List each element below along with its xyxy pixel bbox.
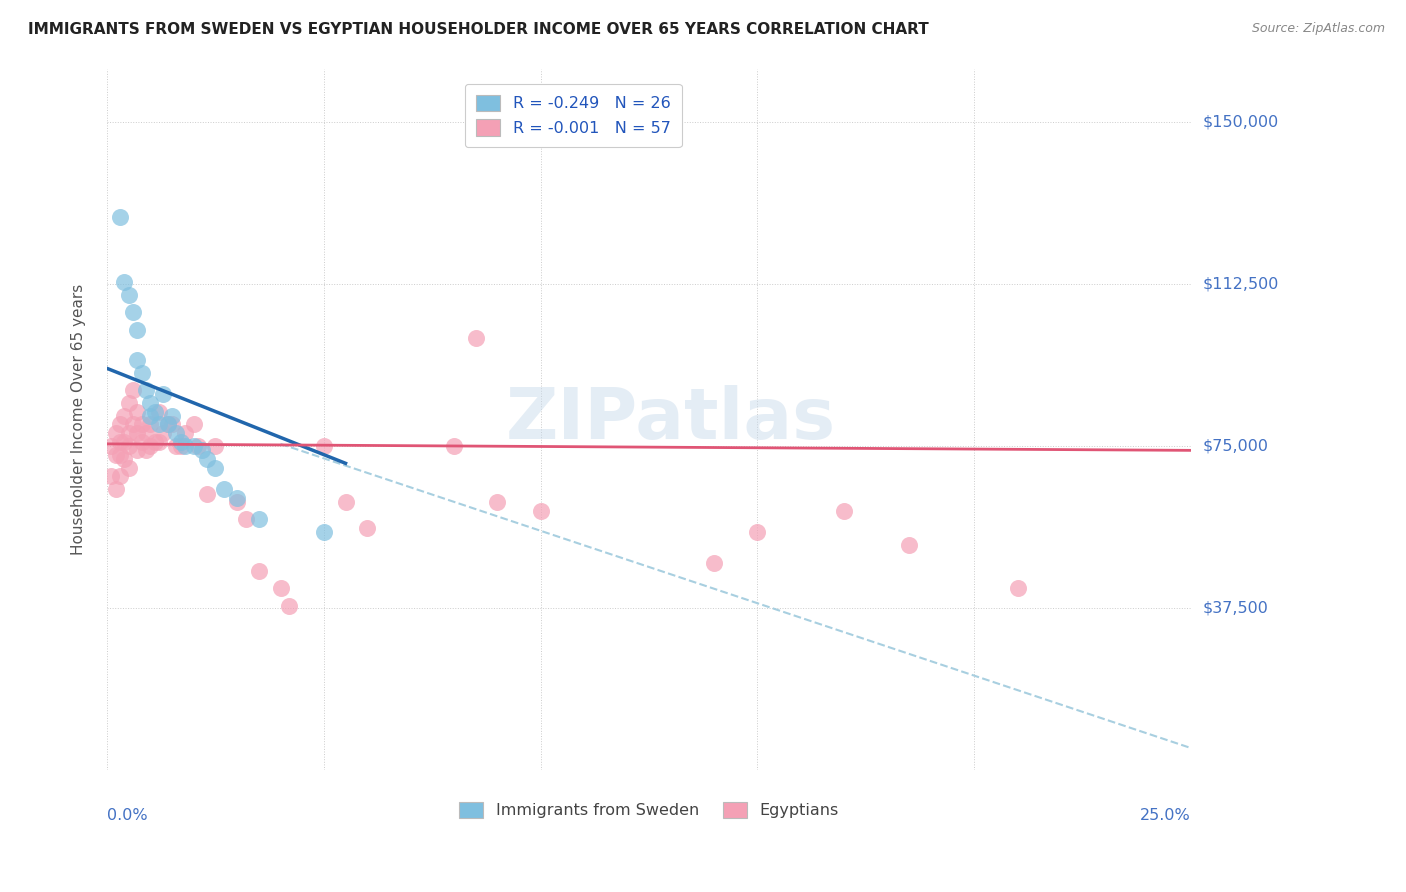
Point	[118, 396, 141, 410]
Point	[183, 439, 205, 453]
Point	[212, 482, 235, 496]
Point	[122, 417, 145, 432]
Point	[486, 495, 509, 509]
Point	[443, 439, 465, 453]
Point	[118, 426, 141, 441]
Point	[131, 434, 153, 449]
Point	[148, 417, 170, 432]
Point	[112, 452, 135, 467]
Point	[112, 275, 135, 289]
Text: $37,500: $37,500	[1202, 600, 1268, 615]
Point	[112, 409, 135, 423]
Point	[160, 417, 183, 432]
Point	[195, 486, 218, 500]
Point	[464, 331, 486, 345]
Text: $150,000: $150,000	[1202, 115, 1278, 130]
Point	[135, 383, 157, 397]
Point	[174, 439, 197, 453]
Point	[195, 452, 218, 467]
Point	[108, 469, 131, 483]
Point	[170, 434, 193, 449]
Text: 0.0%: 0.0%	[107, 808, 148, 823]
Point	[356, 521, 378, 535]
Point	[204, 439, 226, 453]
Point	[156, 417, 179, 432]
Point	[152, 426, 174, 441]
Text: $112,500: $112,500	[1202, 277, 1278, 292]
Point	[530, 504, 553, 518]
Text: IMMIGRANTS FROM SWEDEN VS EGYPTIAN HOUSEHOLDER INCOME OVER 65 YEARS CORRELATION : IMMIGRANTS FROM SWEDEN VS EGYPTIAN HOUSE…	[28, 22, 929, 37]
Point	[127, 404, 149, 418]
Point	[104, 426, 127, 441]
Point	[148, 404, 170, 418]
Point	[832, 504, 855, 518]
Point	[160, 409, 183, 423]
Text: $75,000: $75,000	[1202, 439, 1268, 453]
Point	[122, 305, 145, 319]
Point	[270, 582, 292, 596]
Point	[139, 439, 162, 453]
Text: Source: ZipAtlas.com: Source: ZipAtlas.com	[1251, 22, 1385, 36]
Point	[143, 434, 166, 449]
Point	[108, 417, 131, 432]
Point	[204, 460, 226, 475]
Point	[100, 439, 122, 453]
Point	[183, 417, 205, 432]
Point	[118, 288, 141, 302]
Point	[703, 556, 725, 570]
Point	[127, 352, 149, 367]
Point	[187, 439, 209, 453]
Point	[165, 426, 187, 441]
Point	[108, 448, 131, 462]
Point	[118, 439, 141, 453]
Point	[112, 434, 135, 449]
Point	[118, 460, 141, 475]
Point	[312, 525, 335, 540]
Point	[143, 404, 166, 418]
Point	[747, 525, 769, 540]
Y-axis label: Householder Income Over 65 years: Householder Income Over 65 years	[72, 284, 86, 555]
Point	[165, 439, 187, 453]
Point	[170, 439, 193, 453]
Point	[312, 439, 335, 453]
Text: ZIPatlas: ZIPatlas	[506, 384, 835, 454]
Point	[278, 599, 301, 613]
Point	[131, 417, 153, 432]
Point	[131, 366, 153, 380]
Point	[898, 538, 921, 552]
Point	[152, 387, 174, 401]
Point	[139, 409, 162, 423]
Point	[100, 469, 122, 483]
Point	[127, 322, 149, 336]
Point	[139, 417, 162, 432]
Point	[235, 512, 257, 526]
Point	[122, 383, 145, 397]
Point	[226, 491, 249, 505]
Point	[104, 448, 127, 462]
Point	[139, 396, 162, 410]
Point	[191, 443, 214, 458]
Point	[174, 426, 197, 441]
Text: 25.0%: 25.0%	[1140, 808, 1191, 823]
Point	[127, 426, 149, 441]
Point	[226, 495, 249, 509]
Legend: Immigrants from Sweden, Egyptians: Immigrants from Sweden, Egyptians	[453, 796, 845, 825]
Point	[104, 482, 127, 496]
Point	[127, 443, 149, 458]
Point	[108, 211, 131, 225]
Point	[135, 443, 157, 458]
Point	[247, 564, 270, 578]
Point	[247, 512, 270, 526]
Point	[148, 434, 170, 449]
Point	[108, 434, 131, 449]
Point	[1007, 582, 1029, 596]
Point	[135, 426, 157, 441]
Point	[335, 495, 357, 509]
Point	[156, 417, 179, 432]
